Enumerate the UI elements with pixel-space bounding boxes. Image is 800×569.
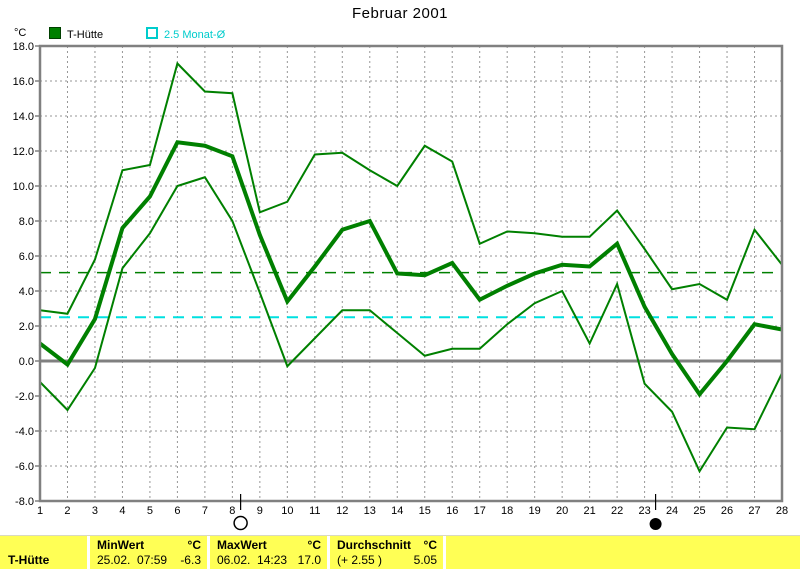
y-axis-label: 16.0 <box>13 76 34 88</box>
y-axis-unit-label: °C <box>14 27 27 39</box>
x-axis-label: 13 <box>364 505 376 517</box>
legend-swatch-green-icon <box>49 27 61 39</box>
durchschnitt-value: 5.05 <box>413 553 437 567</box>
x-axis-label: 21 <box>584 505 596 517</box>
x-axis-label: 26 <box>721 505 733 517</box>
x-axis-label: 4 <box>119 505 125 517</box>
x-axis-label: 28 <box>776 505 788 517</box>
x-axis-label: 17 <box>474 505 486 517</box>
y-axis-label: 2.0 <box>19 321 34 333</box>
y-axis-label: 6.0 <box>19 251 34 263</box>
x-axis-label: 2 <box>64 505 70 517</box>
y-axis-label: 8.0 <box>19 216 34 228</box>
x-axis-label: 8 <box>229 505 235 517</box>
status-section-divider <box>443 536 446 569</box>
series-line-t-huette-tagesminimum <box>39 176 783 474</box>
new-moon-icon <box>649 518 662 530</box>
x-axis-label: 20 <box>556 505 568 517</box>
status-bar: T-Hütte MinWert °C 25.02. 07:59 -6.3 Max… <box>0 535 800 569</box>
x-axis-label: 9 <box>257 505 263 517</box>
x-axis-label: 22 <box>611 505 623 517</box>
x-axis-label: 5 <box>147 505 153 517</box>
status-section-maxwert: MaxWert °C 06.02. 14:23 17.0 <box>207 536 327 569</box>
y-axis-label: -8.0 <box>15 496 34 508</box>
legend-swatch-cyan-icon <box>146 27 158 39</box>
series-line-t-huette-tagesmaximum <box>39 61 783 315</box>
y-axis-label: -2.0 <box>15 391 34 403</box>
durchschnitt-unit: °C <box>423 538 437 552</box>
page-title: Februar 2001 <box>351 5 449 22</box>
minwert-unit: °C <box>187 538 201 552</box>
y-axis-label: 4.0 <box>19 286 34 298</box>
x-axis-label: 18 <box>501 505 513 517</box>
legend-label: T-Hütte <box>67 29 104 41</box>
status-section-durchschnitt: Durchschnitt °C (+ 2.55 ) 5.05 <box>327 536 443 569</box>
x-axis-label: 27 <box>748 505 760 517</box>
durchschnitt-datetime: (+ 2.55 ) <box>337 553 383 567</box>
y-axis-label: 18.0 <box>13 41 34 53</box>
x-axis-label: 3 <box>92 505 98 517</box>
minwert-header: MinWert <box>97 538 145 552</box>
series-line-t-huette-tagesmittel <box>38 140 783 398</box>
maxwert-header: MaxWert <box>217 538 267 552</box>
x-axis-label: 15 <box>419 505 431 517</box>
y-axis-label: 10.0 <box>13 181 34 193</box>
maxwert-datetime: 06.02. 14:23 <box>217 553 288 567</box>
legend-item-monatsmittel: 2.5 Monat-Ø <box>146 27 225 41</box>
x-axis-label: 25 <box>693 505 705 517</box>
y-axis-label: 0.0 <box>19 356 34 368</box>
legend-item-t-huette: T-Hütte <box>49 27 103 41</box>
y-axis-label: 12.0 <box>13 146 34 158</box>
status-section-minwert: MinWert °C 25.02. 07:59 -6.3 <box>87 536 207 569</box>
status-row-label: T-Hütte <box>8 553 50 567</box>
x-axis-label: 12 <box>336 505 348 517</box>
y-axis-label: -6.0 <box>15 461 34 473</box>
y-axis-label: -4.0 <box>15 426 34 438</box>
full-moon-icon <box>233 515 248 531</box>
x-axis-label: 23 <box>638 505 650 517</box>
minwert-datetime: 25.02. 07:59 <box>97 553 168 567</box>
legend-label: 2.5 Monat-Ø <box>164 29 226 41</box>
x-axis-label: 19 <box>529 505 541 517</box>
plot-frame <box>38 44 784 503</box>
x-axis-label: 16 <box>446 505 458 517</box>
y-axis-label: 14.0 <box>13 111 34 123</box>
maxwert-unit: °C <box>307 538 321 552</box>
durchschnitt-header: Durchschnitt <box>337 538 412 552</box>
minwert-value: -6.3 <box>180 553 201 567</box>
x-axis-label: 6 <box>174 505 180 517</box>
x-axis-label: 11 <box>309 505 320 517</box>
x-axis-label: 1 <box>37 505 43 517</box>
x-axis-label: 14 <box>391 505 403 517</box>
maxwert-value: 17.0 <box>297 553 321 567</box>
x-axis-label: 7 <box>202 505 208 517</box>
chart-plot-area: 18.0 16.0 14.0 12.0 10.0 8.0 6.0 4.0 2.0 0.0 -2.0 -… <box>13 41 788 531</box>
x-axis-label: 10 <box>281 505 293 517</box>
x-axis-label: 24 <box>666 505 678 517</box>
